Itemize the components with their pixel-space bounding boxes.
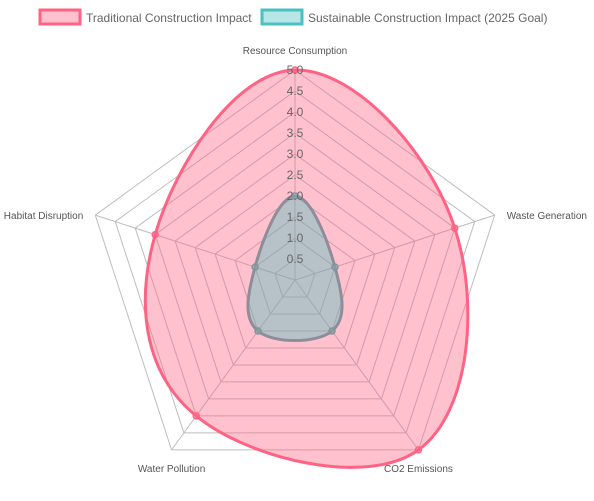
axis-label: CO2 Emissions: [384, 464, 453, 475]
radial-ticks: 0.5 1.0 1.5 2.0 2.5 3.0 3.5 4.0 4.5 5.0: [287, 63, 304, 266]
radar-series: [143, 66, 470, 469]
tick-label: 1.5: [287, 210, 304, 224]
radar-spoke: [171, 279, 296, 451]
data-point: [291, 66, 299, 74]
grid-ring: [214, 195, 376, 349]
tick-label: 3.5: [287, 126, 304, 140]
series-0: [143, 66, 470, 469]
tick-label: 5.0: [287, 63, 304, 77]
series-line: [143, 68, 470, 469]
radar-spokes: [95, 70, 495, 451]
grid-ring: [154, 132, 436, 400]
data-point: [151, 230, 159, 239]
grid-ring: [94, 69, 496, 451]
legend-swatch: [38, 8, 82, 26]
series-line: [246, 194, 344, 343]
data-point: [414, 446, 423, 454]
radar-spoke: [95, 214, 296, 281]
grid-ring: [174, 153, 416, 383]
grid-ring: [134, 111, 456, 417]
series-area: [145, 69, 468, 468]
axis-label: Waste Generation: [507, 211, 587, 222]
tick-label: 4.0: [287, 105, 304, 119]
tick-label: 2.0: [287, 189, 304, 203]
tick-label: 3.0: [287, 147, 304, 161]
grid-ring: [274, 258, 316, 298]
tick-label: 1.0: [287, 231, 304, 245]
data-point: [192, 412, 201, 420]
legend-label: Sustainable Construction Impact (2025 Go…: [308, 11, 547, 25]
axis-label: Water Pollution: [138, 464, 205, 475]
legend: Traditional Construction Impact Sustainab…: [38, 8, 547, 26]
data-point: [451, 224, 459, 232]
axis-labels: Resource Consumption Waste Generation CO2 …: [4, 46, 587, 475]
tick-label: 4.5: [287, 84, 304, 98]
data-point: [291, 192, 299, 200]
tick-label: 0.5: [287, 252, 304, 266]
radar-spoke: [294, 214, 495, 281]
axis-label: Resource Consumption: [243, 46, 348, 57]
legend-swatch: [260, 8, 304, 26]
legend-item-0: Traditional Construction Impact: [38, 8, 252, 26]
legend-item-1: Sustainable Construction Impact (2025 Go…: [260, 8, 547, 26]
grid-ring: [194, 174, 396, 366]
data-point: [251, 263, 259, 271]
series-1: [246, 192, 344, 343]
grid-ring: [254, 237, 336, 315]
axis-label: Habitat Disruption: [4, 211, 83, 222]
tick-label: 2.5: [287, 168, 304, 182]
radar-grid: [94, 69, 496, 451]
legend-label: Traditional Construction Impact: [86, 11, 252, 25]
data-point: [328, 327, 336, 335]
radar-spoke: [294, 279, 419, 451]
grid-ring: [234, 216, 356, 332]
series-area: [247, 196, 343, 341]
data-point: [331, 263, 339, 271]
data-point: [254, 327, 262, 335]
